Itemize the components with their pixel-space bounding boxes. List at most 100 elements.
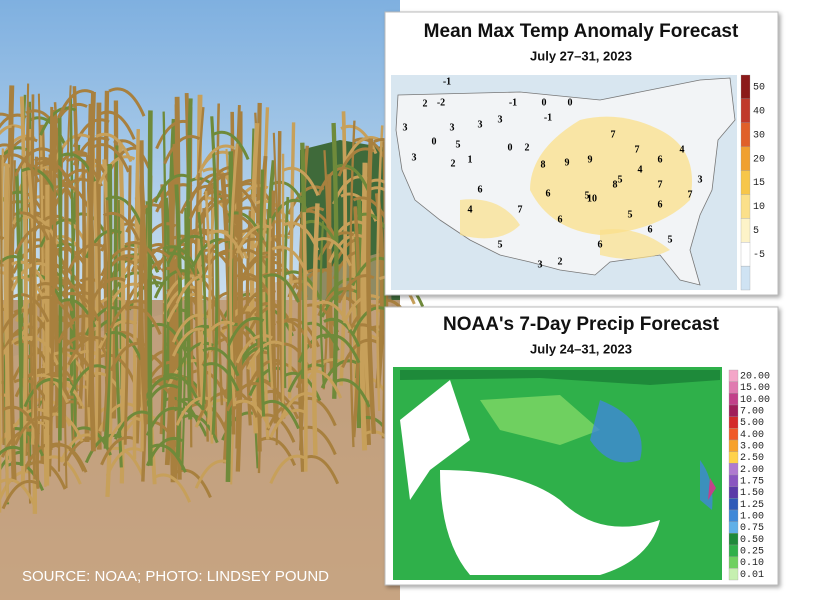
colorbar-label: 10.00	[740, 395, 770, 406]
corn-stalk	[362, 220, 365, 450]
colorbar-label: 0.01	[740, 570, 764, 581]
anomaly-value: 1	[468, 154, 473, 165]
anomaly-value: 5	[628, 209, 633, 220]
anomaly-value: 4	[468, 204, 473, 215]
anomaly-value: 3	[403, 122, 408, 133]
colorbar-swatch	[741, 171, 750, 195]
colorbar-label: 10	[753, 202, 765, 213]
colorbar: 50 40 30 20 15 10 5 -5	[741, 75, 765, 290]
anomaly-value: -2	[437, 97, 445, 108]
anomaly-value: 0	[542, 97, 547, 108]
colorbar-label: 0.75	[740, 523, 764, 534]
colorbar-swatch	[729, 370, 738, 382]
anomaly-value: 7	[635, 144, 640, 155]
colorbar-swatch	[729, 382, 738, 394]
anomaly-value: -1	[443, 76, 451, 87]
colorbar-swatch	[741, 218, 750, 242]
anomaly-value: 3	[450, 122, 455, 133]
anomaly-value: 0	[568, 97, 573, 108]
colorbar-label: 50	[753, 83, 765, 94]
anomaly-value: 5	[668, 234, 673, 245]
anomaly-value: 3	[498, 114, 503, 125]
anomaly-value: 6	[658, 199, 663, 210]
colorbar-swatch	[729, 510, 738, 522]
colorbar-label: -5	[753, 250, 765, 261]
anomaly-value: 10	[587, 193, 597, 204]
anomaly-value: 6	[546, 188, 551, 199]
colorbar-label: 30	[753, 130, 765, 141]
colorbar-swatch	[741, 266, 750, 290]
colorbar-swatch	[729, 498, 738, 510]
colorbar-swatch	[729, 463, 738, 475]
anomaly-value: 2	[525, 142, 530, 153]
anomaly-value: 6	[658, 154, 663, 165]
anomaly-value: 9	[588, 154, 593, 165]
colorbar-swatch	[729, 405, 738, 417]
panel-title: Mean Max Temp Anomaly Forecast	[424, 21, 739, 42]
colorbar-swatch	[729, 545, 738, 557]
colorbar-swatch	[729, 417, 738, 429]
colorbar-swatch	[741, 147, 750, 171]
colorbar-swatch	[729, 452, 738, 464]
colorbar: 20.0015.0010.007.005.004.003.002.502.001…	[729, 370, 770, 581]
corn-stalk	[304, 212, 306, 471]
anomaly-value: 0	[432, 136, 437, 147]
anomaly-value: 3	[412, 152, 417, 163]
colorbar-label: 0.25	[740, 546, 764, 557]
anomaly-value: 7	[611, 129, 616, 140]
colorbar-label: 5	[753, 226, 759, 237]
anomaly-value: 2	[558, 256, 563, 267]
anomaly-value: 9	[565, 157, 570, 168]
anomaly-value: 2	[423, 98, 428, 109]
anomaly-value: 2	[451, 158, 456, 169]
colorbar-swatch	[729, 393, 738, 405]
panel-date: July 24–31, 2023	[530, 341, 632, 356]
anomaly-value: 5	[498, 239, 503, 250]
colorbar-label: 4.00	[740, 430, 764, 441]
anomaly-value: 7	[518, 204, 523, 215]
anomaly-value: 6	[478, 184, 483, 195]
colorbar-label: 2.50	[740, 453, 764, 464]
colorbar-label: 3.00	[740, 441, 764, 452]
anomaly-value: 7	[688, 189, 693, 200]
colorbar-swatch	[729, 522, 738, 534]
colorbar-swatch	[729, 487, 738, 499]
corn-stalk	[60, 116, 61, 441]
anomaly-value: 6	[648, 224, 653, 235]
colorbar-swatch	[741, 99, 750, 123]
anomaly-value: 3	[538, 259, 543, 270]
colorbar-swatch	[729, 557, 738, 569]
colorbar-label: 0.10	[740, 558, 764, 569]
panel-title: NOAA's 7-Day Precip Forecast	[443, 314, 720, 335]
colorbar-label: 40	[753, 106, 765, 117]
anomaly-value: 4	[680, 144, 685, 155]
anomaly-value: 5	[456, 139, 461, 150]
colorbar-label: 20	[753, 154, 765, 165]
colorbar-swatch	[729, 568, 738, 580]
colorbar-swatch	[729, 475, 738, 487]
corn-stalk	[98, 103, 99, 450]
anomaly-value: 7	[658, 179, 663, 190]
source-credit: SOURCE: NOAA; PHOTO: LINDSEY POUND	[22, 568, 329, 585]
anomaly-value: 6	[598, 239, 603, 250]
colorbar-label: 1.50	[740, 488, 764, 499]
colorbar-label: 1.75	[740, 476, 764, 487]
colorbar-label: 2.00	[740, 465, 764, 476]
colorbar-label: 15	[753, 178, 765, 189]
anomaly-value: 4	[638, 164, 643, 175]
colorbar-swatch	[729, 440, 738, 452]
panel-date: July 27–31, 2023	[530, 48, 632, 63]
colorbar-swatch	[741, 75, 750, 99]
colorbar-swatch	[741, 242, 750, 266]
colorbar-swatch	[729, 533, 738, 545]
colorbar-swatch	[741, 123, 750, 147]
anomaly-value: -1	[509, 97, 517, 108]
anomaly-value: -1	[544, 112, 552, 123]
colorbar-swatch	[729, 428, 738, 440]
anomaly-value: 6	[558, 214, 563, 225]
colorbar-label: 5.00	[740, 418, 764, 429]
anomaly-value: 8	[613, 179, 618, 190]
anomaly-value: 3	[478, 119, 483, 130]
anomaly-value: 0	[508, 142, 513, 153]
